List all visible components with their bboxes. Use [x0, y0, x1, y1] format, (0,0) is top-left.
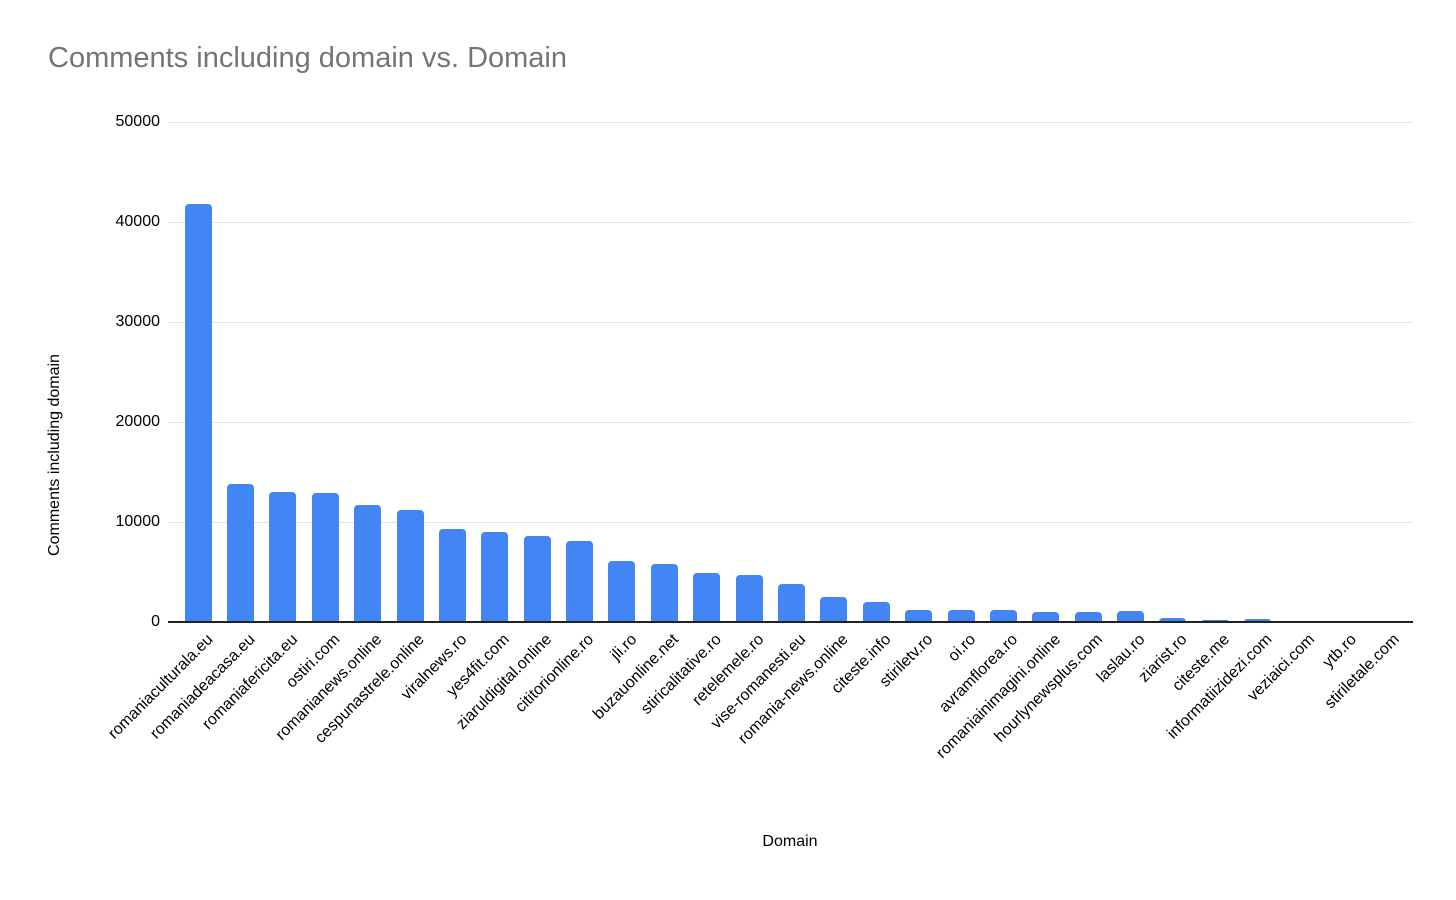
bar	[1074, 611, 1102, 622]
bar	[1117, 611, 1145, 622]
bar	[905, 610, 933, 622]
y-tick-label: 0	[151, 613, 160, 630]
x-axis-line	[168, 621, 1413, 623]
bar	[862, 602, 890, 622]
bar	[1032, 612, 1060, 622]
y-tick-label: 20000	[115, 413, 161, 430]
gridline	[168, 122, 1413, 123]
bar	[1159, 618, 1187, 622]
bar	[947, 609, 975, 622]
y-tick-label: 50000	[115, 113, 161, 130]
bar	[396, 510, 424, 622]
bar	[1244, 619, 1272, 622]
x-axis-title: Domain	[762, 833, 818, 850]
bar	[523, 536, 551, 622]
bar	[566, 541, 594, 622]
x-tick-label: oi.ro	[945, 631, 980, 666]
bar	[989, 610, 1017, 622]
bar	[227, 484, 255, 622]
y-tick-label: 40000	[115, 213, 161, 230]
bar	[608, 561, 636, 622]
bar	[438, 529, 466, 622]
gridline	[168, 422, 1413, 423]
y-tick-label: 10000	[115, 513, 161, 530]
gridline	[168, 522, 1413, 523]
bar	[1201, 619, 1229, 622]
bar	[184, 204, 212, 622]
bar	[820, 597, 848, 622]
y-tick-label: 30000	[115, 313, 161, 330]
bar	[354, 505, 382, 622]
bar	[311, 493, 339, 622]
bar	[650, 564, 678, 622]
gridline	[168, 222, 1413, 223]
bar	[778, 584, 805, 622]
bar	[481, 532, 509, 622]
bar	[269, 492, 297, 622]
gridline	[168, 322, 1413, 323]
bar	[735, 575, 763, 622]
chart-title: Comments including domain vs. Domain	[48, 42, 567, 74]
bar	[693, 573, 721, 622]
x-tick-label: jli.ro	[607, 631, 641, 664]
